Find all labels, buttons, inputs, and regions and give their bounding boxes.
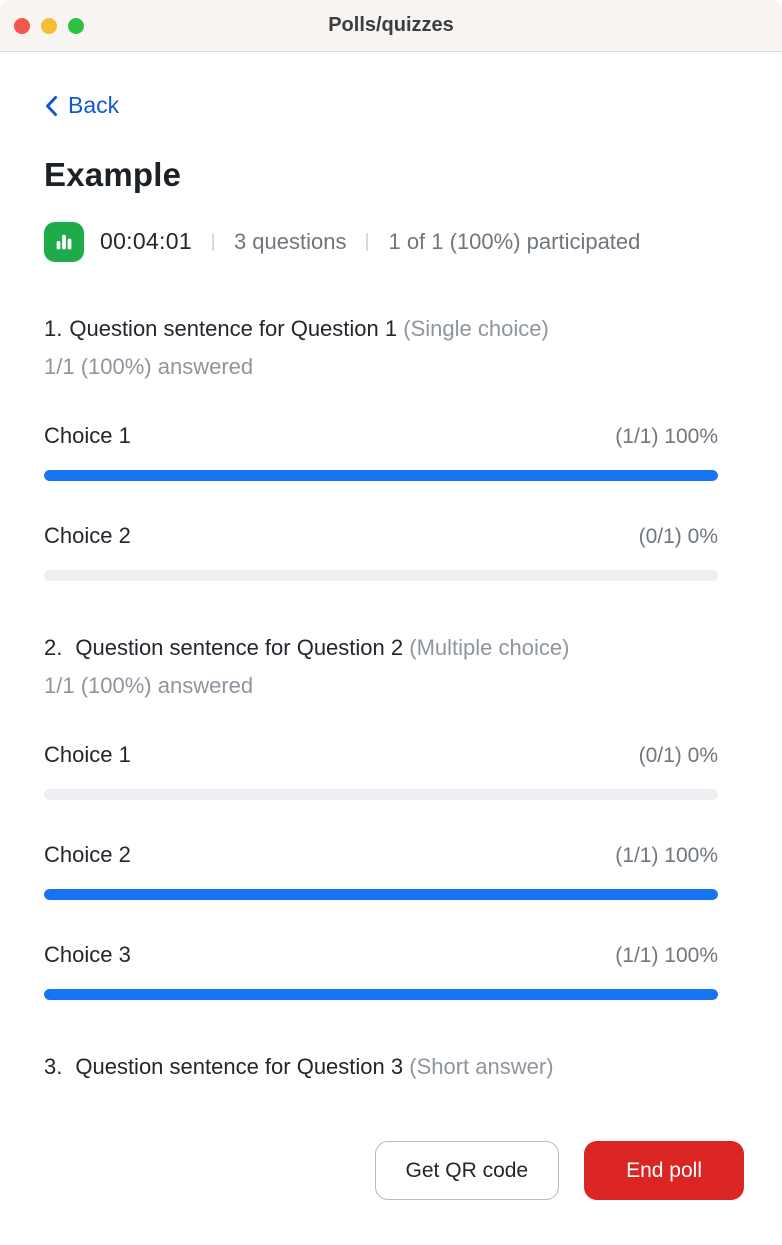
- choice-label: Choice 1: [44, 741, 131, 767]
- choice-stat: (1/1) 100%: [615, 424, 718, 448]
- back-label: Back: [68, 92, 120, 118]
- question-text: Question sentence for Question 3: [75, 1053, 404, 1079]
- choice-label: Choice 2: [44, 841, 131, 867]
- question-text: Question sentence for Question 2: [75, 634, 404, 660]
- question-block-3: 3. Question sentence for Question 3 (Shor…: [44, 1052, 718, 1082]
- choice-progress-track: [44, 988, 718, 1000]
- participation-count: 1 of 1 (100%) participated: [388, 228, 641, 254]
- end-poll-button[interactable]: End poll: [584, 1141, 744, 1200]
- question-title: 1. Question sentence for Question 1 (Sing…: [44, 314, 718, 344]
- choice-progress-track: [44, 888, 718, 900]
- page-title: Example: [44, 155, 182, 193]
- stat-divider: [366, 232, 369, 251]
- zoom-window-button[interactable]: [68, 17, 84, 34]
- close-window-button[interactable]: [14, 17, 30, 34]
- minimize-window-button[interactable]: [41, 17, 57, 34]
- choice-progress-track: [44, 569, 718, 581]
- answered-count: 1/1 (100%) answered: [44, 672, 254, 698]
- question-type: (Short answer): [409, 1053, 554, 1079]
- question-number: 1.: [44, 315, 63, 341]
- chevron-left-icon: [44, 95, 58, 117]
- choice-progress-track: [44, 469, 718, 481]
- answered-count: 1/1 (100%) answered: [44, 353, 254, 379]
- question-type: (Multiple choice): [409, 634, 570, 660]
- choice-progress-fill: [44, 469, 718, 481]
- question-number: 3.: [44, 1053, 63, 1079]
- choice-row: Choice 1 (0/1) 0%: [44, 742, 718, 800]
- window-title: Polls/quizzes: [328, 14, 454, 36]
- questions-count: 3 questions: [233, 228, 347, 254]
- choice-row: Choice 2 (0/1) 0%: [44, 523, 718, 581]
- stat-divider: [211, 232, 214, 251]
- question-block-1: 1. Question sentence for Question 1 (Sing…: [44, 314, 718, 581]
- choice-stat: (0/1) 0%: [638, 524, 718, 548]
- choice-label: Choice 1: [44, 422, 131, 448]
- traffic-lights: [0, 17, 84, 34]
- choice-progress-track: [44, 788, 718, 800]
- choice-progress-fill: [44, 988, 718, 1000]
- footer-actions: Get QR code End poll: [0, 1141, 782, 1200]
- question-text: Question sentence for Question 1: [69, 315, 398, 341]
- question-title: 3. Question sentence for Question 3 (Shor…: [44, 1052, 718, 1082]
- titlebar: Polls/quizzes: [0, 0, 782, 52]
- question-number: 2.: [44, 634, 63, 660]
- choice-stat: (1/1) 100%: [615, 843, 718, 867]
- choice-stat: (1/1) 100%: [615, 943, 718, 967]
- get-qr-code-button[interactable]: Get QR code: [374, 1141, 560, 1200]
- question-title: 2. Question sentence for Question 2 (Mult…: [44, 633, 718, 663]
- bar-chart-icon: [56, 234, 72, 249]
- poll-status-icon: [44, 221, 84, 262]
- choice-row: Choice 3 (1/1) 100%: [44, 942, 718, 1000]
- choice-progress-fill: [44, 888, 718, 900]
- poll-results-panel: Back Example 00:04:01 3 questions 1 of 1…: [0, 52, 782, 1082]
- question-block-2: 2. Question sentence for Question 2 (Mult…: [44, 633, 718, 1000]
- choice-stat: (0/1) 0%: [638, 743, 718, 767]
- poll-stats-row: 00:04:01 3 questions 1 of 1 (100%) parti…: [44, 221, 718, 262]
- choice-label: Choice 2: [44, 522, 131, 548]
- choice-label: Choice 3: [44, 941, 131, 967]
- question-type: (Single choice): [403, 315, 549, 341]
- choice-row: Choice 2 (1/1) 100%: [44, 842, 718, 900]
- poll-timer: 00:04:01: [100, 228, 192, 254]
- back-button[interactable]: Back: [44, 92, 119, 119]
- choice-row: Choice 1 (1/1) 100%: [44, 423, 718, 481]
